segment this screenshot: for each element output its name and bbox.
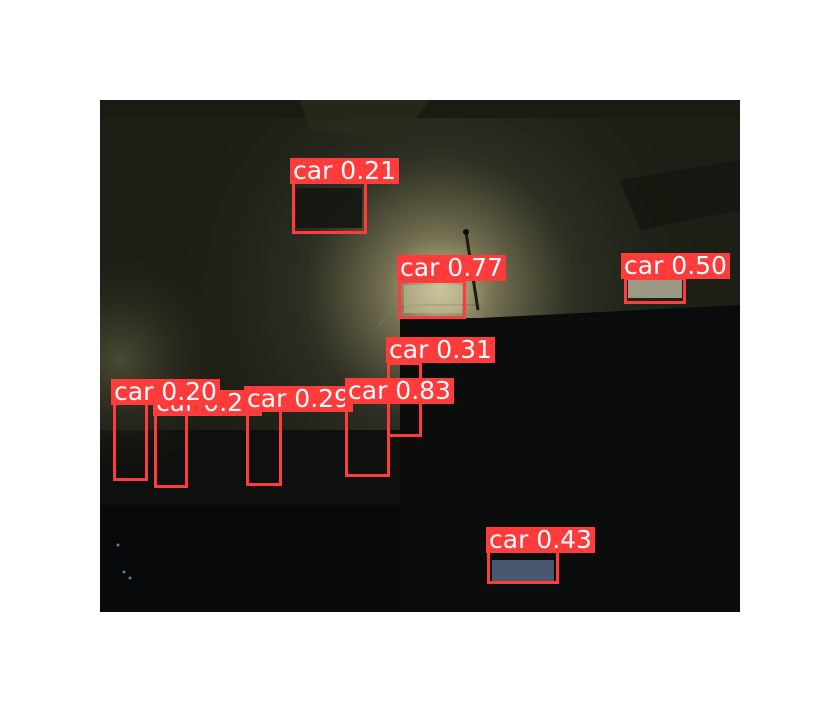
detection-box — [487, 550, 559, 584]
detection-box — [398, 280, 466, 319]
detection-label: car 0.43 — [486, 527, 595, 553]
detection-score: 0.43 — [536, 525, 592, 554]
detection-label: car 0.29 — [244, 386, 353, 412]
detection-box — [154, 413, 188, 488]
detection-class: car — [293, 156, 333, 185]
detection-box — [113, 402, 148, 481]
detection-score: 0.77 — [447, 253, 503, 282]
detection-score: 0.29 — [294, 384, 350, 413]
detection-label: car 0.21 — [290, 158, 399, 184]
detection-class: car — [389, 335, 429, 364]
aerial-night-photo: car 0.21 car 0.77 car 0.50 car 0.31 car … — [100, 100, 740, 612]
detection-score: 0.31 — [436, 335, 492, 364]
detection-label: car 0.50 — [621, 253, 730, 279]
detection-label: car 0.31 — [386, 337, 495, 363]
detection-class: car — [489, 525, 529, 554]
detection-box — [624, 277, 686, 304]
detection-label: car 0.20 — [111, 379, 220, 405]
detection-class: car — [114, 377, 154, 406]
detection-class: car — [247, 384, 287, 413]
detection-label: car 0.77 — [397, 255, 506, 281]
detection-score: 0.20 — [161, 377, 217, 406]
detection-label: car 0.83 — [345, 378, 454, 404]
detection-score: 0.21 — [340, 156, 396, 185]
detection-class: car — [624, 251, 664, 280]
detection-box — [246, 408, 282, 486]
detection-score: 0.50 — [671, 251, 727, 280]
detection-box — [345, 398, 390, 477]
detection-box — [292, 181, 367, 234]
detection-class: car — [400, 253, 440, 282]
detection-class: car — [348, 376, 388, 405]
detection-score: 0.83 — [395, 376, 451, 405]
